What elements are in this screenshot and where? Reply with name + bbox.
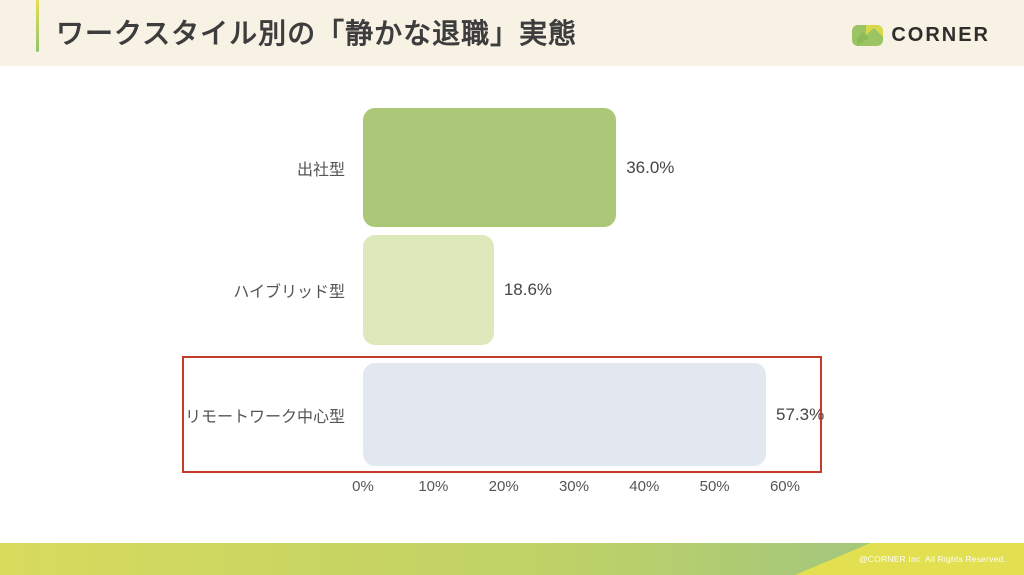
x-axis-tick: 50% [699, 478, 730, 495]
x-axis-tick: 10% [418, 478, 449, 495]
value-label: 36.0% [626, 157, 675, 177]
corner-logo-icon [852, 25, 884, 46]
category-label: 出社型 [296, 161, 345, 179]
value-label: 18.6% [503, 280, 553, 299]
category-label: ハイブリッド型 [233, 284, 345, 301]
x-axis-tick: 60% [769, 478, 800, 495]
highlight-box [182, 356, 822, 473]
page-title: ワークスタイル別の「静かな退職」実態 [56, 18, 578, 49]
corner-logo-text: CORNER [891, 24, 990, 46]
bar-2 [363, 235, 494, 345]
bar-chart: 出社型 36.0% ハイブリッド型 18.6% リモートワーク中心型 57.3% 0% 10… [0, 66, 1024, 543]
category-label: リモートワーク中心型 [184, 408, 345, 426]
corner-logo: CORNER [852, 24, 990, 47]
copyright-text: @CORNER Inc. All Rights Reserved. [858, 554, 1006, 564]
x-axis-tick: 40% [629, 478, 660, 495]
title-accent-bar [36, 0, 39, 52]
x-axis-tick: 20% [488, 478, 519, 495]
slide-header: ワークスタイル別の「静かな退職」実態 CORNER [0, 0, 1024, 66]
bar-1 [363, 108, 617, 227]
x-axis-tick: 30% [558, 478, 589, 495]
value-label: 57.3% [775, 404, 825, 424]
slide-footer: @CORNER Inc. All Rights Reserved. [0, 543, 1024, 575]
x-axis-tick: 0% [352, 478, 374, 495]
bar-3 [363, 363, 766, 466]
